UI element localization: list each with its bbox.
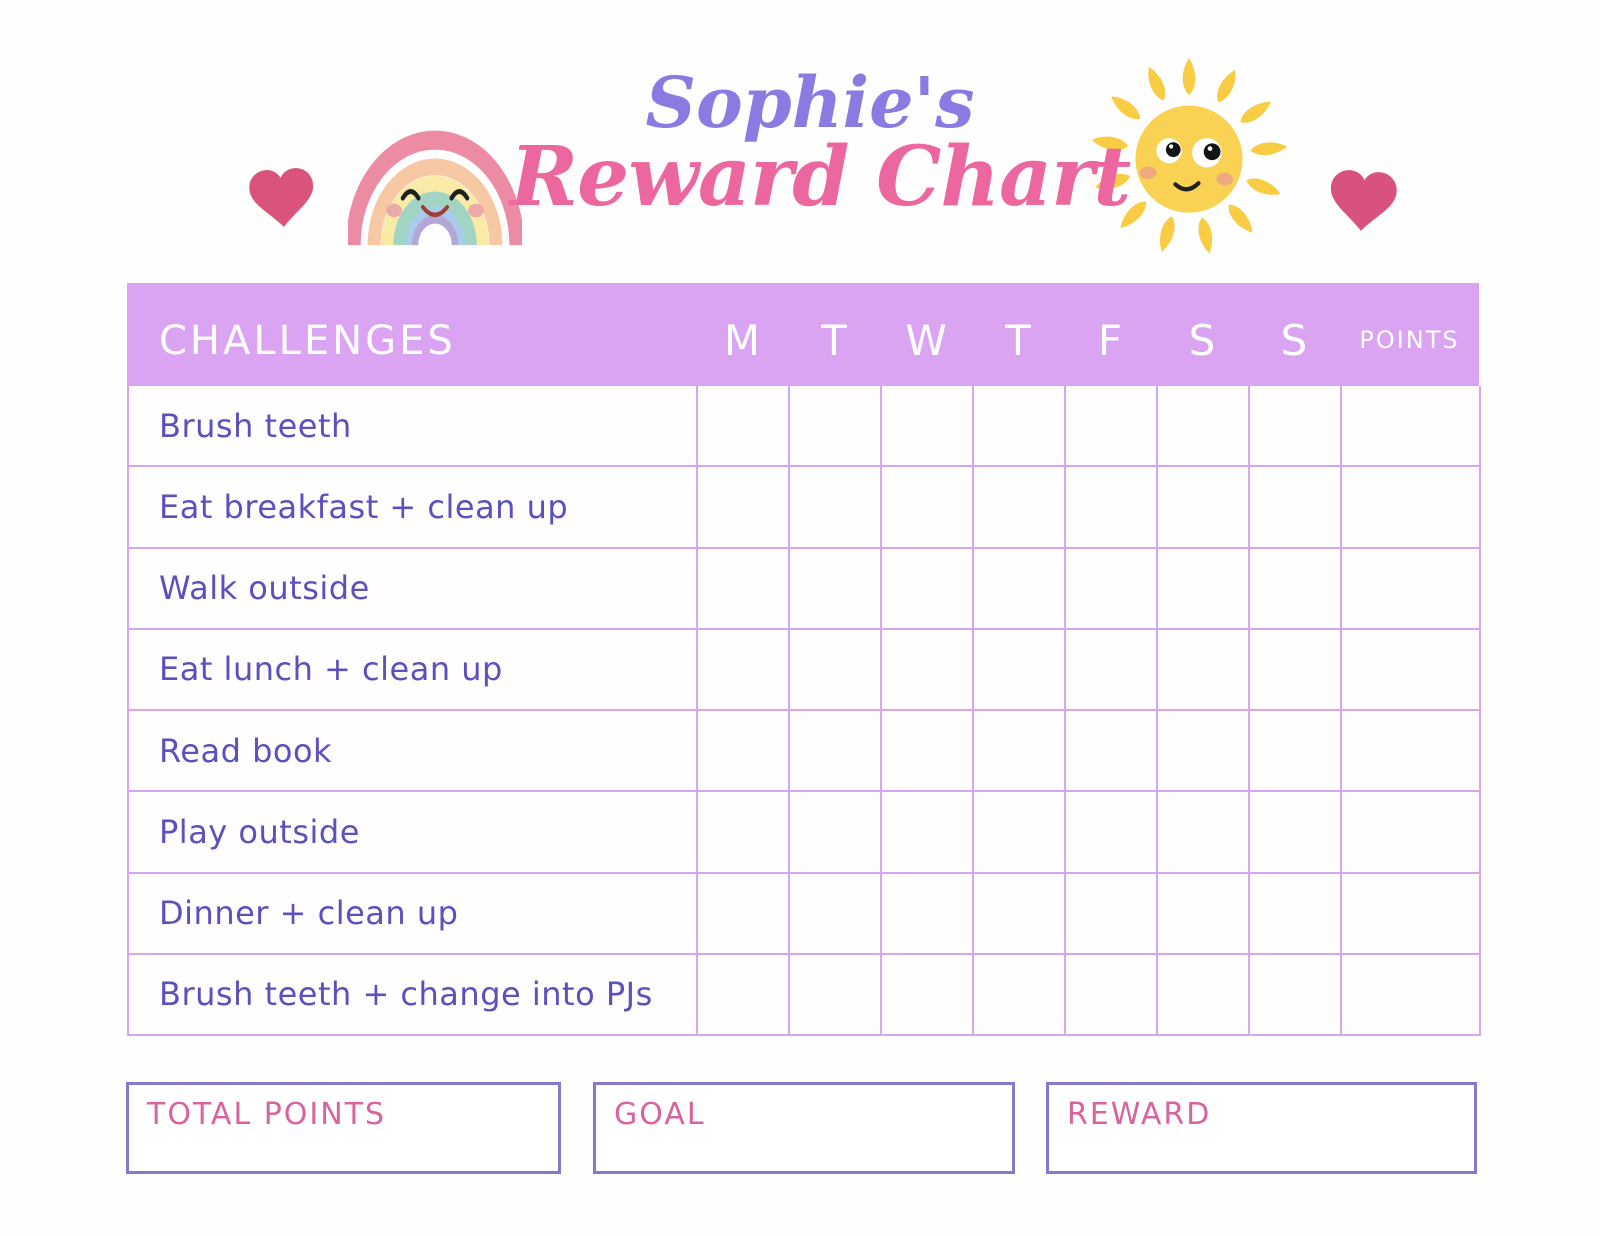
goal-box[interactable]: GOAL xyxy=(593,1082,1015,1174)
day-cell[interactable] xyxy=(1066,386,1158,468)
day-cell[interactable] xyxy=(790,629,882,711)
rainbow-icon xyxy=(345,120,525,254)
day-cell[interactable] xyxy=(1158,467,1250,549)
day-cell[interactable] xyxy=(882,873,974,955)
challenge-label: Eat lunch + clean up xyxy=(129,629,698,711)
day-cell[interactable] xyxy=(1158,548,1250,630)
day-cell[interactable] xyxy=(1250,792,1342,874)
points-cell[interactable] xyxy=(1342,873,1481,955)
total-points-label: TOTAL POINTS xyxy=(147,1097,387,1132)
day-cell[interactable] xyxy=(790,467,882,549)
day-cell[interactable] xyxy=(1158,629,1250,711)
goal-label: GOAL xyxy=(614,1097,706,1132)
day-header-thursday: T xyxy=(1005,316,1031,365)
points-header: POINTS xyxy=(1359,325,1460,354)
day-cell[interactable] xyxy=(1066,873,1158,955)
day-cell[interactable] xyxy=(790,386,882,468)
day-cell[interactable] xyxy=(1250,954,1342,1036)
day-cell[interactable] xyxy=(698,467,790,549)
day-cell[interactable] xyxy=(974,548,1066,630)
day-cell[interactable] xyxy=(974,792,1066,874)
day-header-wednesday: W xyxy=(905,316,947,365)
day-cell[interactable] xyxy=(1250,548,1342,630)
day-cell[interactable] xyxy=(790,954,882,1036)
day-cell[interactable] xyxy=(1250,711,1342,793)
points-cell[interactable] xyxy=(1342,792,1481,874)
day-header-monday: M xyxy=(723,316,761,365)
day-cell[interactable] xyxy=(1250,467,1342,549)
challenge-label: Play outside xyxy=(129,792,698,874)
day-cell[interactable] xyxy=(974,711,1066,793)
day-cell[interactable] xyxy=(1250,629,1342,711)
points-cell[interactable] xyxy=(1342,954,1481,1036)
day-cell[interactable] xyxy=(882,629,974,711)
day-cell[interactable] xyxy=(1066,467,1158,549)
day-cell[interactable] xyxy=(882,548,974,630)
challenge-label: Read book xyxy=(129,711,698,793)
heart-icon xyxy=(1328,164,1399,238)
day-header-friday: F xyxy=(1097,316,1123,365)
points-cell[interactable] xyxy=(1342,467,1481,549)
day-cell[interactable] xyxy=(974,873,1066,955)
day-cell[interactable] xyxy=(1250,386,1342,468)
day-cell[interactable] xyxy=(974,629,1066,711)
day-cell[interactable] xyxy=(974,467,1066,549)
challenge-label: Dinner + clean up xyxy=(129,873,698,955)
points-cell[interactable] xyxy=(1342,629,1481,711)
reward-chart-table: CHALLENGES M T W T F S S POINTS Brush te… xyxy=(127,283,1481,1036)
reward-box[interactable]: REWARD xyxy=(1046,1082,1477,1174)
heart-icon xyxy=(248,162,317,234)
day-cell[interactable] xyxy=(882,792,974,874)
day-cell[interactable] xyxy=(790,873,882,955)
challenge-label: Brush teeth xyxy=(129,386,698,468)
day-cell[interactable] xyxy=(974,954,1066,1036)
challenge-label: Walk outside xyxy=(129,548,698,630)
day-cell[interactable] xyxy=(698,873,790,955)
day-cell[interactable] xyxy=(1066,954,1158,1036)
reward-label: REWARD xyxy=(1067,1097,1212,1132)
day-cell[interactable] xyxy=(882,386,974,468)
total-points-box[interactable]: TOTAL POINTS xyxy=(126,1082,561,1174)
day-cell[interactable] xyxy=(1066,629,1158,711)
points-cell[interactable] xyxy=(1342,548,1481,630)
day-cell[interactable] xyxy=(698,954,790,1036)
day-cell[interactable] xyxy=(1158,711,1250,793)
day-cell[interactable] xyxy=(698,548,790,630)
day-cell[interactable] xyxy=(882,954,974,1036)
day-cell[interactable] xyxy=(882,467,974,549)
day-cell[interactable] xyxy=(882,711,974,793)
day-cell[interactable] xyxy=(698,386,790,468)
day-cell[interactable] xyxy=(790,711,882,793)
table-header-row: CHALLENGES M T W T F S S POINTS xyxy=(127,283,1479,386)
day-cell[interactable] xyxy=(698,629,790,711)
day-header-tuesday: T xyxy=(821,316,847,365)
day-header-saturday: S xyxy=(1188,316,1216,365)
day-cell[interactable] xyxy=(1250,873,1342,955)
day-cell[interactable] xyxy=(698,792,790,874)
day-cell[interactable] xyxy=(1066,792,1158,874)
challenge-label: Brush teeth + change into PJs xyxy=(129,954,698,1036)
day-cell[interactable] xyxy=(974,386,1066,468)
title-subtitle: Reward Chart xyxy=(510,128,1131,225)
day-cell[interactable] xyxy=(790,548,882,630)
title-name: Sophie's xyxy=(645,61,975,144)
challenges-header: CHALLENGES xyxy=(159,317,456,364)
day-cell[interactable] xyxy=(1066,711,1158,793)
chart-title: Sophie's Reward Chart xyxy=(510,61,1131,225)
day-cell[interactable] xyxy=(1158,386,1250,468)
sun-icon xyxy=(1082,52,1296,262)
points-cell[interactable] xyxy=(1342,711,1481,793)
challenge-label: Eat breakfast + clean up xyxy=(129,467,698,549)
points-cell[interactable] xyxy=(1342,386,1481,468)
table-body: Brush teeth Eat breakfast + clean up Walk … xyxy=(127,386,1481,1036)
day-cell[interactable] xyxy=(1066,548,1158,630)
day-header-sunday: S xyxy=(1280,316,1308,365)
day-cell[interactable] xyxy=(1158,873,1250,955)
day-cell[interactable] xyxy=(1158,792,1250,874)
day-cell[interactable] xyxy=(698,711,790,793)
day-cell[interactable] xyxy=(790,792,882,874)
day-cell[interactable] xyxy=(1158,954,1250,1036)
